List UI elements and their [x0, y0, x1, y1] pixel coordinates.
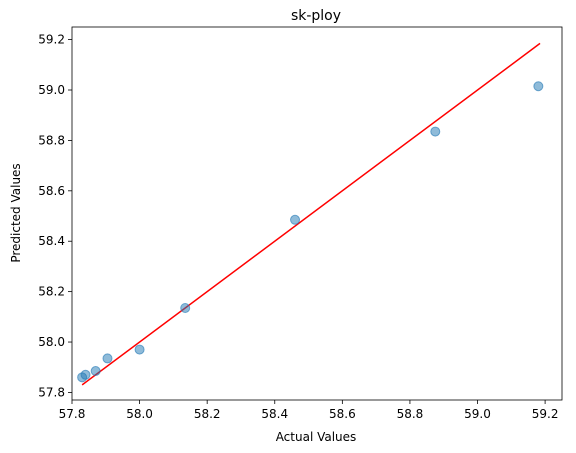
y-tick-label: 58.4	[38, 234, 65, 248]
data-point	[180, 303, 191, 314]
y-tick-label: 59.2	[38, 33, 65, 47]
plot-frame	[71, 26, 563, 401]
y-axis-label: Predicted Values	[9, 163, 23, 262]
reference-line	[81, 42, 541, 386]
data-point	[102, 353, 113, 364]
y-axis: 57.8 58.0 58.2 58.4 58.6 58.8 59.0 59.2	[38, 33, 72, 399]
x-tick-label: 58.4	[261, 407, 288, 421]
y-tick-label: 58.2	[38, 285, 65, 299]
x-tick-label: 58.6	[329, 407, 356, 421]
x-tick-label: 59.2	[532, 407, 559, 421]
y-tick-label: 59.0	[38, 83, 65, 97]
y-tick-label: 58.0	[38, 335, 65, 349]
x-tick-label: 58.2	[194, 407, 221, 421]
chart-title: sk-ploy	[291, 8, 341, 24]
data-point	[290, 214, 301, 225]
data-point	[134, 344, 145, 355]
y-tick-label: 57.8	[38, 385, 65, 399]
x-tick-label: 58.8	[397, 407, 424, 421]
data-point	[80, 369, 91, 380]
data-point	[90, 366, 101, 377]
y-tick-label: 58.8	[38, 133, 65, 147]
data-point	[533, 81, 544, 92]
x-axis: 57.8 58.0 58.2 58.4 58.6 58.8 59.0 59.2	[59, 400, 559, 421]
data-point	[430, 126, 441, 137]
x-tick-label: 57.8	[59, 407, 86, 421]
y-tick-label: 58.6	[38, 184, 65, 198]
x-tick-label: 59.0	[464, 407, 491, 421]
x-axis-label: Actual Values	[276, 430, 357, 444]
scatter-points	[77, 81, 544, 383]
x-tick-label: 58.0	[126, 407, 153, 421]
